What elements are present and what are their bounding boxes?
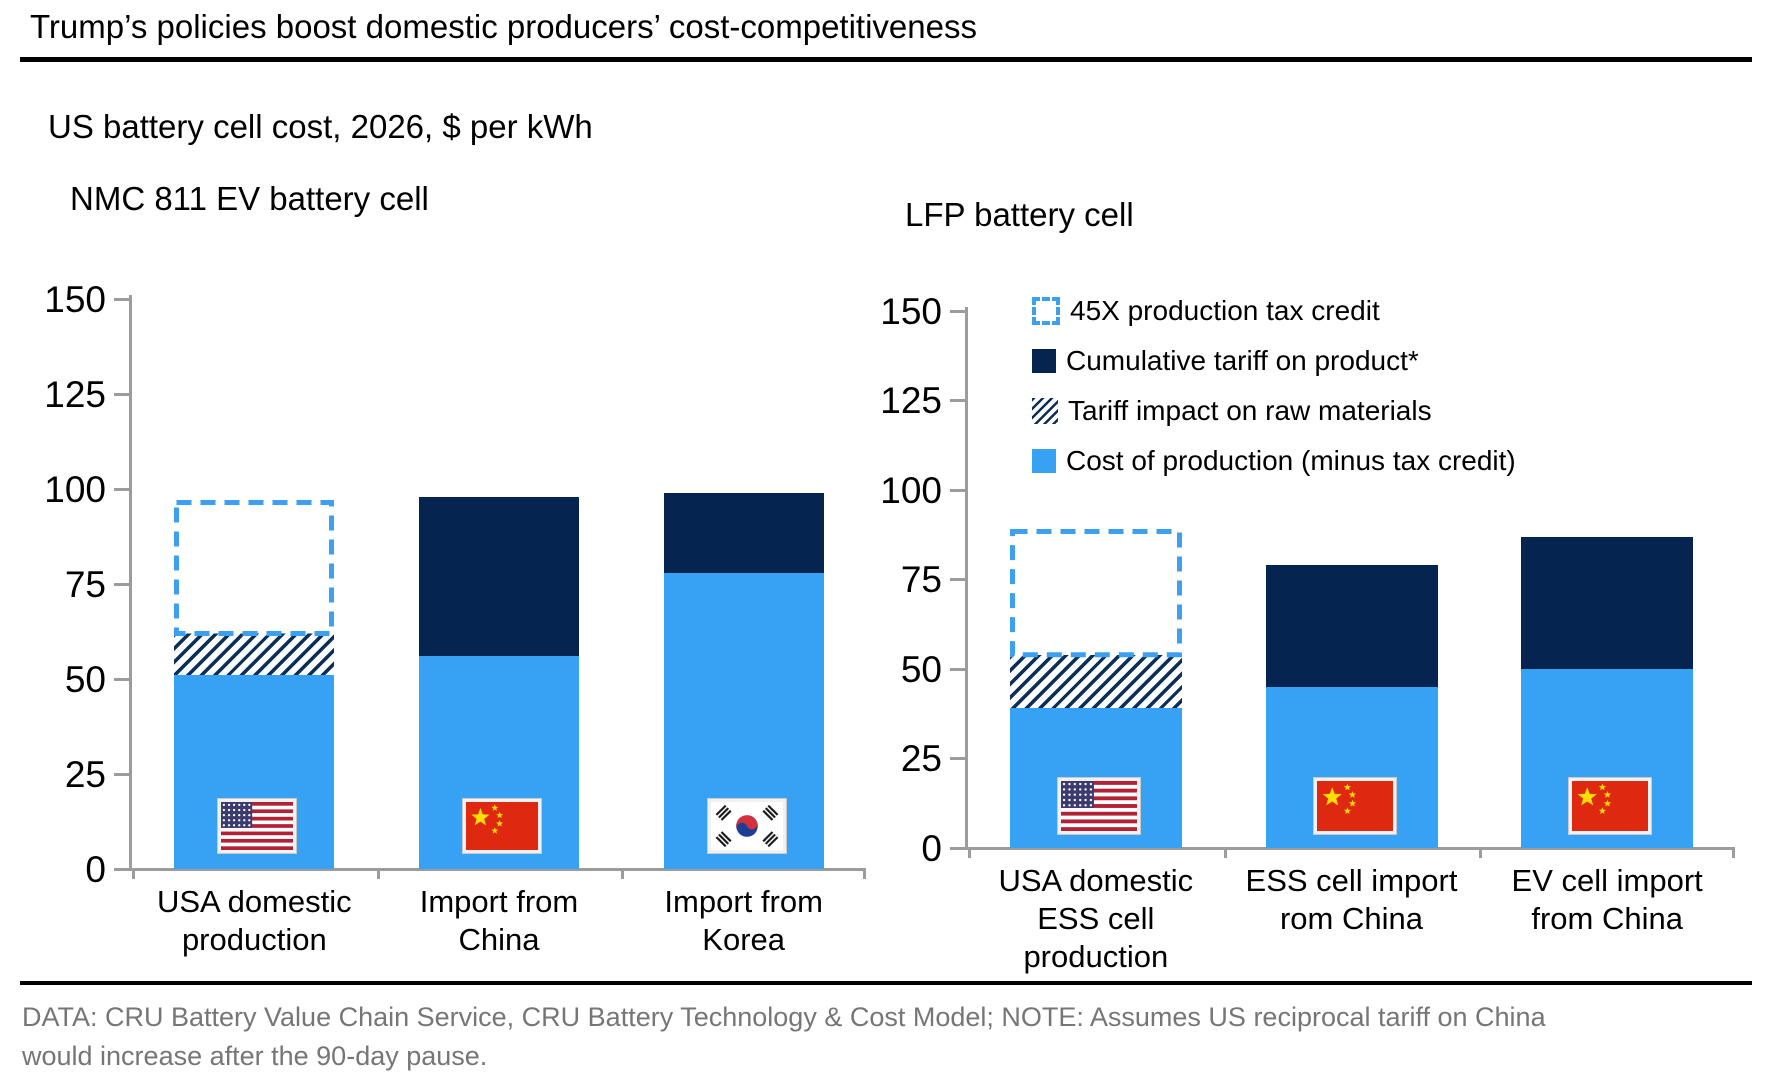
- y-tick: [114, 582, 129, 586]
- y-tick-label: 0: [85, 848, 106, 890]
- x-axis-line: [114, 868, 866, 871]
- page-title: Trump’s policies boost domestic producer…: [30, 8, 977, 45]
- y-tick: [114, 677, 129, 681]
- y-axis-line: [129, 295, 132, 870]
- bar-group-ev-cell-import-from-china: [1521, 311, 1694, 848]
- x-tick: [132, 869, 135, 879]
- legend-item-product-tariff: Cumulative tariff on product*: [1032, 336, 1516, 386]
- x-tick: [968, 848, 971, 858]
- raw-materials-tariff-swatch-icon: [1032, 398, 1058, 424]
- title-divider: [20, 57, 1752, 62]
- bar-segment-product-tariff: [663, 492, 824, 573]
- x-tick: [621, 869, 625, 879]
- legend-label: Cost of production (minus tax credit): [1066, 445, 1516, 476]
- y-tick-label: 125: [44, 373, 106, 415]
- legend-item-tax-credit: 45X production tax credit: [1032, 286, 1516, 336]
- y-tick-label: 25: [900, 738, 942, 779]
- y-tick-label: 100: [880, 469, 942, 511]
- legend-label: Tariff impact on raw materials: [1068, 395, 1432, 426]
- tax-credit-outline: [1009, 529, 1182, 658]
- y-tick-label: 150: [44, 278, 106, 320]
- category-label: ESS cell import rom China: [1245, 863, 1458, 936]
- chart-subtitle: US battery cell cost, 2026, $ per kWh: [48, 108, 593, 145]
- bar-segment-product-tariff: [419, 496, 579, 657]
- flag-korea-icon: [707, 799, 786, 853]
- y-tick-label: 150: [880, 290, 942, 332]
- y-tick: [950, 309, 965, 313]
- y-tick-label: 25: [64, 753, 106, 795]
- x-tick: [1732, 848, 1735, 858]
- flag-china-icon: [1569, 778, 1652, 834]
- y-tick: [114, 392, 129, 396]
- bar-segment-raw-materials-tariff: [174, 633, 335, 676]
- production-cost-swatch-icon: [1032, 449, 1056, 473]
- y-axis-line: [965, 307, 968, 849]
- flag-china-icon: [1313, 778, 1396, 834]
- y-tick: [114, 772, 129, 776]
- y-tick-label: 75: [900, 559, 942, 600]
- x-tick: [863, 869, 866, 879]
- y-tick: [950, 757, 965, 760]
- category-label: Import from China: [419, 884, 579, 957]
- y-tick: [950, 846, 965, 850]
- lfp-chart-title: LFP battery cell: [905, 196, 1134, 233]
- y-tick: [950, 667, 965, 671]
- x-tick: [1223, 848, 1227, 858]
- y-tick: [114, 867, 129, 871]
- tax-credit-outline: [174, 500, 335, 637]
- product-tariff-swatch-icon: [1032, 349, 1056, 373]
- nmc-chart-title: NMC 811 EV battery cell: [70, 180, 429, 217]
- y-tick: [950, 399, 965, 402]
- source-note: DATA: CRU Battery Value Chain Service, C…: [22, 1002, 1546, 1071]
- nmc-chart-plot: 0 25 50 75 100 125 150 USA domestic production Im…: [44, 281, 866, 957]
- y-tick-label: 125: [880, 380, 942, 421]
- bar-segment-raw-materials-tariff: [1009, 654, 1182, 709]
- y-tick-label: 75: [64, 563, 106, 605]
- bar-segment-product-tariff: [1521, 536, 1694, 669]
- x-axis-line: [950, 847, 1735, 850]
- bar-group-import-from-korea: [663, 299, 824, 869]
- category-label: USA domestic ESS cell production: [998, 863, 1194, 974]
- y-tick: [114, 487, 129, 491]
- category-label: USA domestic production: [156, 884, 352, 957]
- x-tick: [376, 869, 380, 879]
- y-tick: [950, 488, 965, 492]
- tax-credit-swatch-icon: [1032, 297, 1060, 325]
- bar-group-usa-domestic-ess-cell-production: [1009, 311, 1182, 848]
- bar-group-import-from-china: [419, 299, 579, 869]
- legend: 45X production tax credit Cumulative tar…: [1032, 286, 1516, 486]
- legend-label: 45X production tax credit: [1070, 295, 1380, 326]
- footer-divider: [20, 981, 1752, 985]
- bar-segment-product-tariff: [1265, 565, 1438, 687]
- flag-china-icon: [463, 799, 541, 853]
- y-tick-label: 50: [64, 658, 106, 700]
- legend-item-raw-materials-tariff: Tariff impact on raw materials: [1032, 386, 1516, 436]
- category-label: Import from Korea: [664, 884, 823, 957]
- y-tick-label: 50: [900, 648, 942, 690]
- bar-group-usa-domestic-production: [174, 299, 335, 869]
- category-label: EV cell import from China: [1511, 863, 1703, 936]
- bar-group-ess-cell-import-rom-china: [1265, 311, 1438, 848]
- legend-label: Cumulative tariff on product*: [1066, 345, 1419, 376]
- flag-usa-icon: [218, 799, 297, 853]
- lfp-chart-plot: 0 25 50 75 100 125 150 USA domestic ESS cell prod…: [880, 293, 1735, 974]
- x-tick: [1479, 848, 1483, 858]
- y-tick-label: 0: [921, 827, 942, 869]
- legend-item-production-cost: Cost of production (minus tax credit): [1032, 436, 1516, 486]
- flag-usa-icon: [1057, 778, 1140, 834]
- y-tick: [950, 578, 965, 581]
- y-tick-label: 100: [44, 468, 106, 510]
- y-tick: [114, 297, 129, 301]
